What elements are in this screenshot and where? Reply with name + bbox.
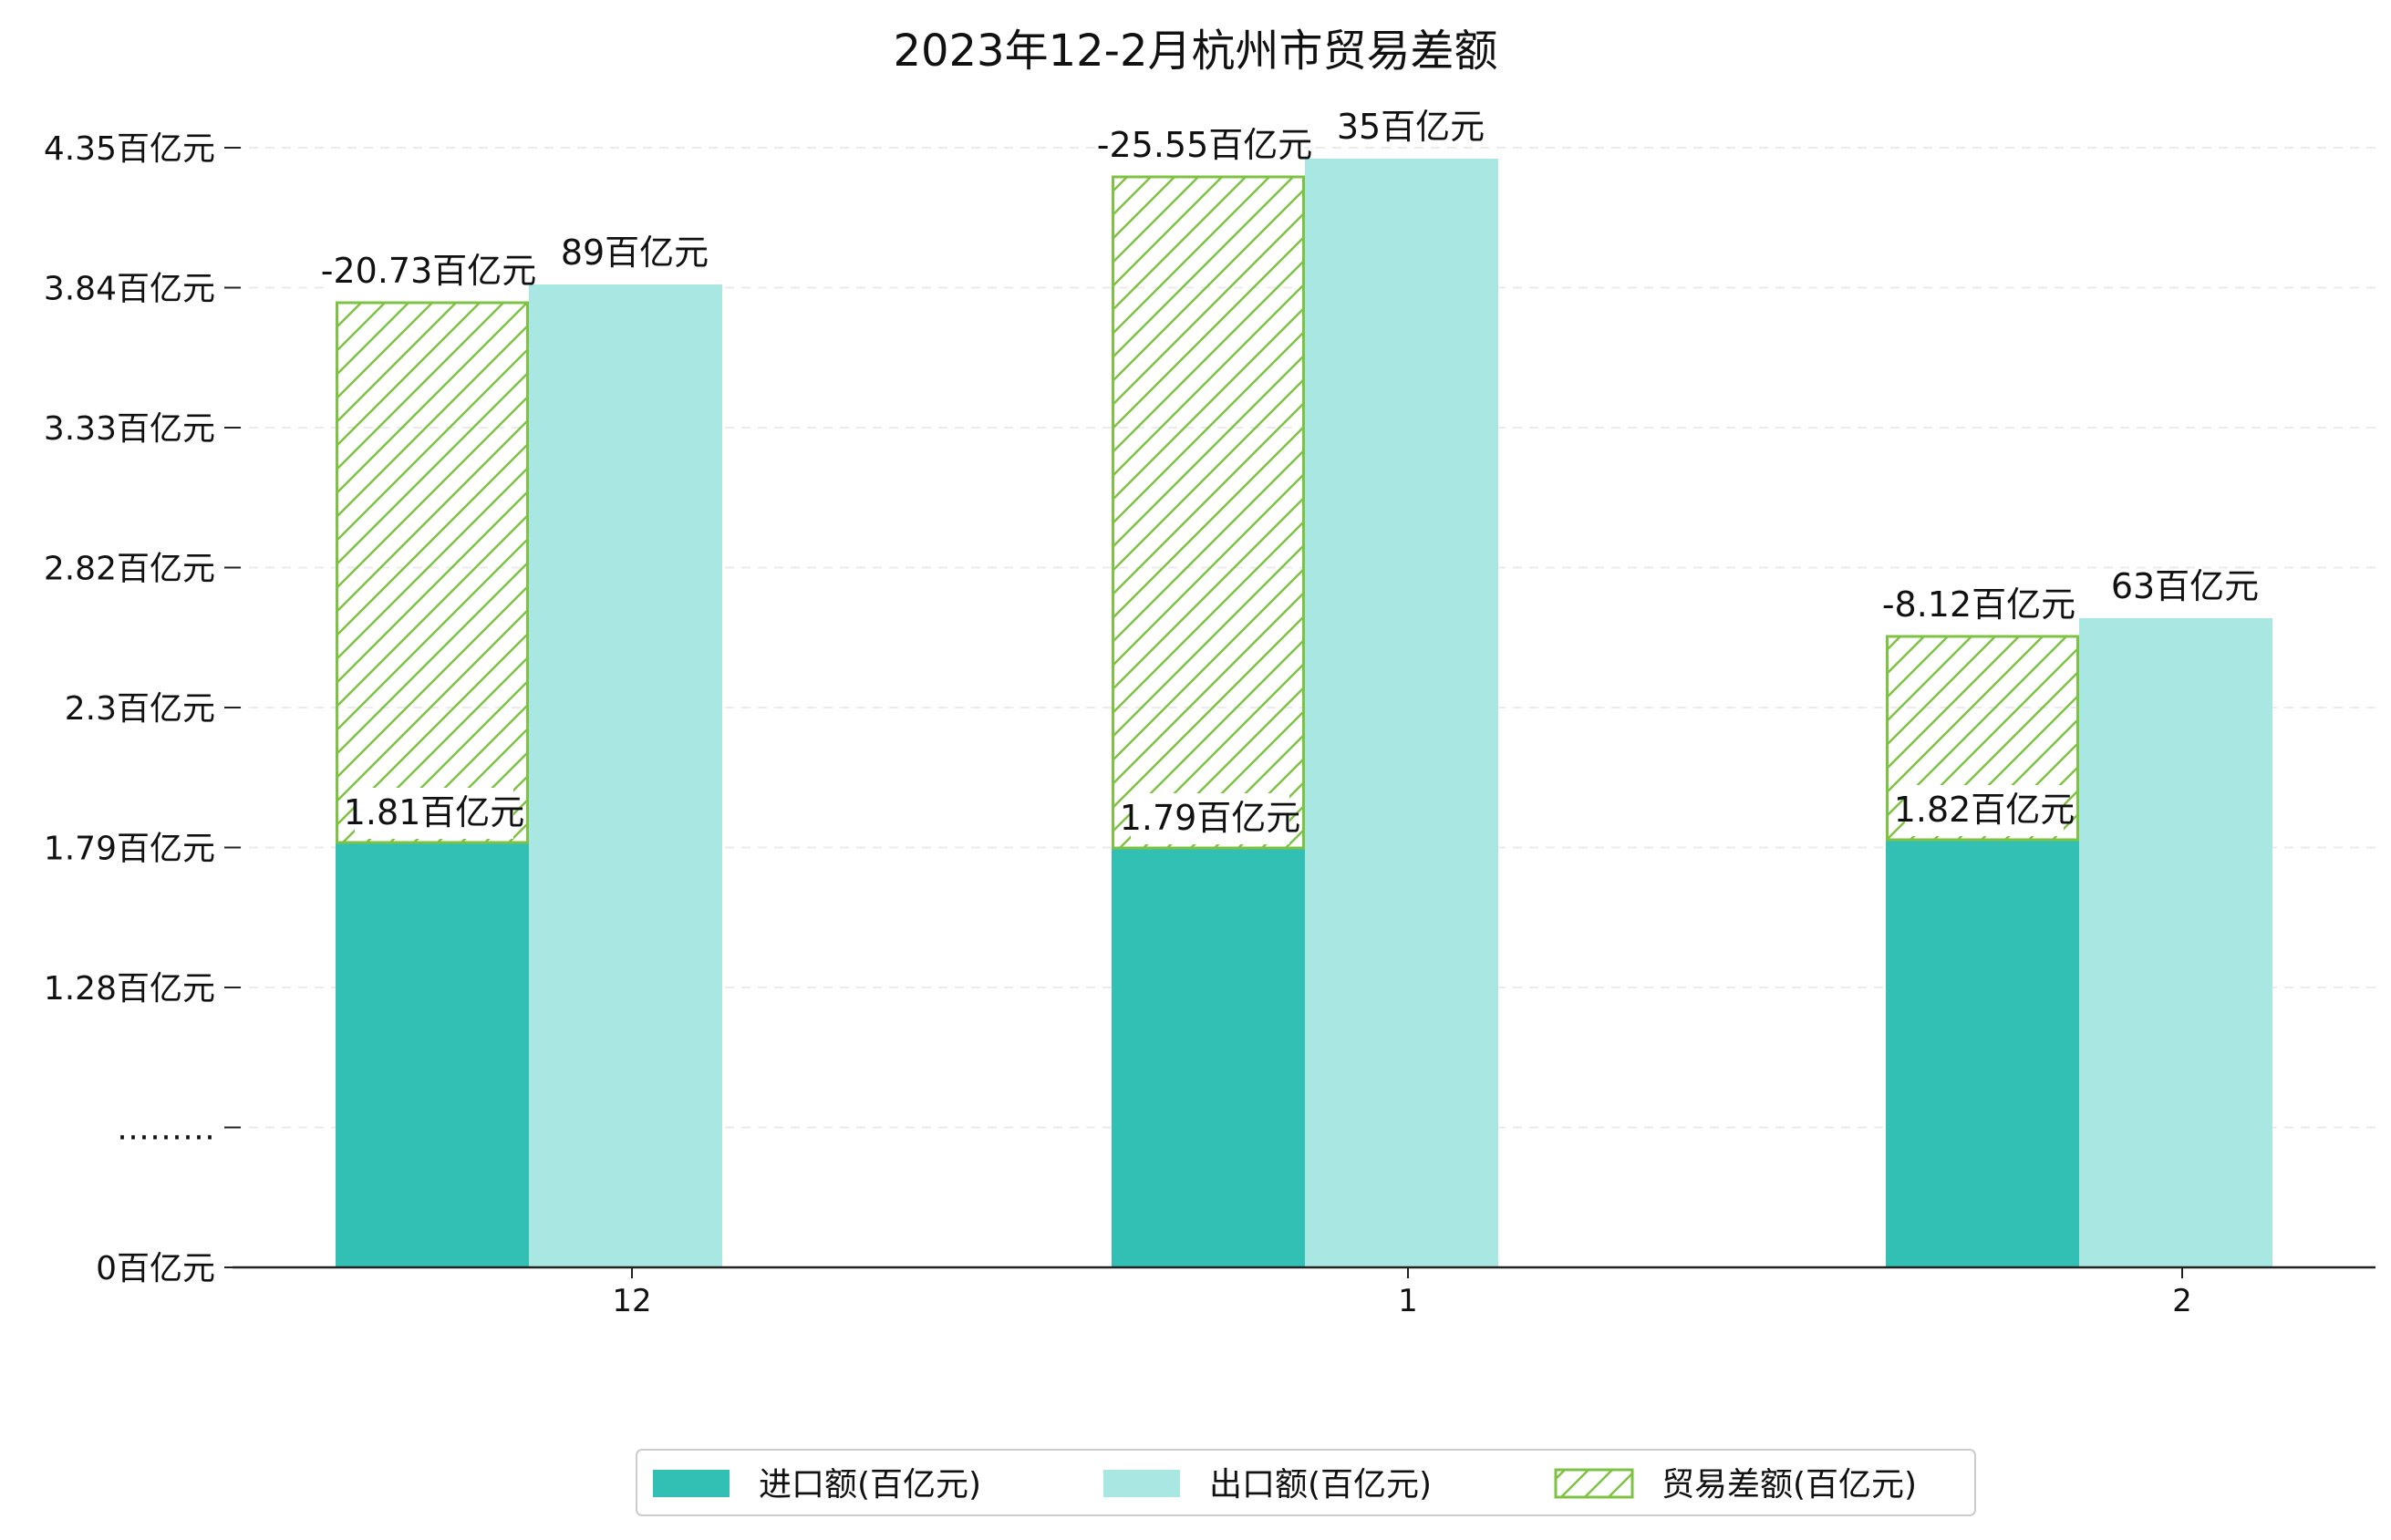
legend-swatch-balance [1554,1468,1634,1499]
import-value-label: 1.82百亿元 [1894,790,2075,830]
bars [336,159,2272,1267]
y-tick-label: ……… [117,1111,215,1148]
import-value-label-bg [1131,793,1289,844]
y-tick-label: 1.28百亿元 [44,970,215,1008]
y-tick-label: 3.33百亿元 [44,410,215,448]
import-bar [1112,848,1305,1267]
balance-value-label: -20.73百亿元 [321,251,537,291]
legend-box [636,1449,1976,1516]
y-tick-label: 3.84百亿元 [44,271,215,308]
legend-swatch [1103,1470,1180,1497]
balance-value-label-bg [1105,120,1304,171]
y-tick-label: 4.35百亿元 [44,130,215,168]
balance-bar [1112,175,1305,850]
balance-value-label: -25.55百亿元 [1097,125,1313,165]
import-value-label: 1.79百亿元 [1120,798,1301,838]
import-bar [336,842,529,1267]
balance-value-label: -8.12百亿元 [1882,584,2075,625]
y-tick-label: 2.82百亿元 [44,551,215,588]
balance-bar [336,301,529,844]
legend: 进口额(百亿元) 出口额(百亿元) 贸易差额(百亿元) [636,1449,1976,1516]
import-value-label: 1.81百亿元 [344,792,525,832]
export-value-label: 89百亿元 [561,233,709,273]
y-tick-label: 0百亿元 [96,1250,215,1287]
export-bar [2079,618,2272,1267]
axes: 0百亿元 ……… 1.28百亿元 1.79百亿元 2.3百亿元 2.82百亿元 3.33百亿… [44,130,2375,1319]
balance-value-label-bg [1889,580,2068,631]
data-labels: 1.81百亿元 -20.73百亿元 89百亿元 1.79百亿元 -25.55百亿元 35百… [321,107,2259,844]
x-tick-label: 2 [2172,1283,2192,1319]
legend-swatch [653,1470,730,1497]
import-bar [1886,840,2079,1267]
balance-value-label-bg [329,246,528,297]
legend-label: 贸易差额(百亿元) [1661,1466,1917,1504]
export-value-label: 35百亿元 [1337,107,1485,147]
legend-label: 出口额(百亿元) [1209,1466,1432,1504]
chart-title: 2023年12-2月杭州市贸易差额 [893,26,1497,77]
import-value-label-bg [1905,785,2064,836]
export-bar [529,284,722,1267]
x-tick-label: 12 [612,1283,651,1319]
y-tick-label: 2.3百亿元 [65,690,215,728]
import-value-label-bg [355,788,513,839]
export-bar [1305,159,1498,1267]
y-tick-label: 1.79百亿元 [44,831,215,868]
legend-label: 进口额(百亿元) [759,1466,981,1504]
x-tick-label: 1 [1398,1283,1418,1319]
export-value-label: 63百亿元 [2111,566,2259,606]
